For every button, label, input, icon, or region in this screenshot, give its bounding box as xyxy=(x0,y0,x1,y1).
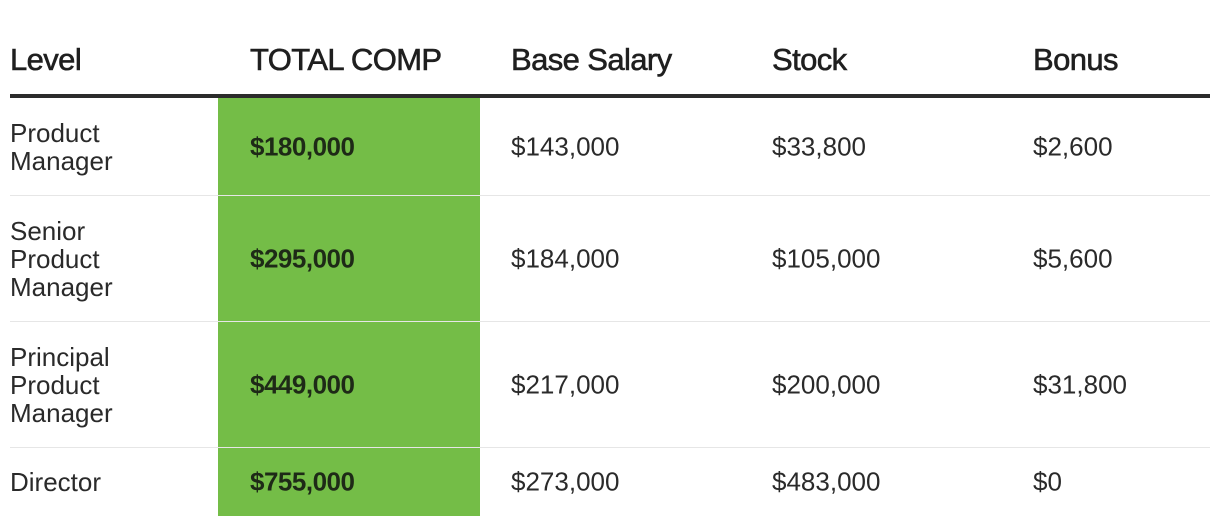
base-salary-cell: $184,000 xyxy=(511,243,620,273)
bonus-cell: $2,600 xyxy=(1033,131,1113,161)
table-header: Level TOTAL COMP Base Salary Stock Bonus xyxy=(10,0,1210,98)
bonus-cell: $5,600 xyxy=(1033,243,1113,273)
compensation-table: Level TOTAL COMP Base Salary Stock Bonus… xyxy=(10,0,1210,516)
stock-cell: $483,000 xyxy=(772,466,881,497)
total-comp-value: $449,000 xyxy=(250,369,355,399)
stock-cell: $105,000 xyxy=(772,243,881,273)
header-level[interactable]: Level xyxy=(10,42,82,78)
total-comp-cell: $295,000 xyxy=(218,196,480,321)
bonus-cell: $31,800 xyxy=(1033,369,1127,399)
total-comp-cell: $755,000 xyxy=(218,448,480,516)
table-row: $755,000 Director $273,000 $483,000 $0 xyxy=(10,448,1210,516)
base-salary-cell: $273,000 xyxy=(511,466,620,497)
total-comp-cell: $180,000 xyxy=(218,98,480,195)
header-stock[interactable]: Stock xyxy=(772,42,848,78)
bonus-cell: $0 xyxy=(1033,466,1062,497)
base-salary-cell: $143,000 xyxy=(511,131,620,161)
level-cell: Senior Product Manager xyxy=(10,215,113,302)
total-comp-value: $295,000 xyxy=(250,243,355,273)
header-base-salary[interactable]: Base Salary xyxy=(511,42,673,78)
level-cell: Director xyxy=(10,467,102,497)
total-comp-value: $755,000 xyxy=(250,466,355,497)
level-cell: Product Manager xyxy=(10,117,113,176)
total-comp-value: $180,000 xyxy=(250,131,355,161)
table-row: $180,000 Product Manager $143,000 $33,80… xyxy=(10,98,1210,196)
table-row: $295,000 Senior Product Manager $184,000… xyxy=(10,196,1210,322)
table-row: $449,000 Principal Product Manager $217,… xyxy=(10,322,1210,448)
level-cell: Principal Product Manager xyxy=(10,341,113,428)
base-salary-cell: $217,000 xyxy=(511,369,620,399)
stock-cell: $200,000 xyxy=(772,369,881,399)
total-comp-cell: $449,000 xyxy=(218,322,480,447)
header-total-comp[interactable]: TOTAL COMP xyxy=(250,42,443,78)
header-bonus[interactable]: Bonus xyxy=(1033,42,1119,78)
stock-cell: $33,800 xyxy=(772,131,866,161)
